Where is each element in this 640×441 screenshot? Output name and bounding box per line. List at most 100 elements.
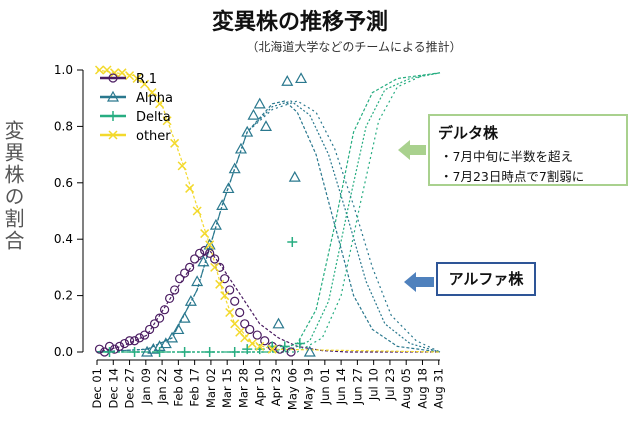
x-tick-label: Aug 31 <box>432 368 446 409</box>
point-r1 <box>260 336 270 346</box>
point-r1 <box>165 293 175 304</box>
x-tick-label: Aug 05 <box>399 368 413 409</box>
x-tick-label: Feb 04 <box>171 368 185 407</box>
x-tick-label: Jan 22 <box>155 368 169 405</box>
point-other <box>225 307 235 318</box>
y-axis-label: 変異株の割合 <box>1 120 25 252</box>
point-r1 <box>175 274 185 284</box>
x-tick-label: Dec 01 <box>90 368 104 409</box>
fit-line-alt2-delta <box>97 72 441 353</box>
x-tick-label: Jul 10 <box>367 368 381 401</box>
point-alpha <box>247 108 260 120</box>
point-r1 <box>210 254 220 264</box>
point-r1 <box>154 313 165 323</box>
point-alpha <box>203 238 216 250</box>
point-delta <box>279 341 290 352</box>
delta-callout-line1: ・7月中旬に半数を超え <box>440 149 573 164</box>
fit-line-r1 <box>96 249 440 353</box>
point-other <box>200 229 210 239</box>
x-tick-label: Mar 28 <box>236 368 250 408</box>
x-tick-label: Feb 17 <box>188 368 202 407</box>
point-r1 <box>286 347 296 357</box>
point-alpha <box>184 295 197 306</box>
point-other <box>255 341 265 351</box>
point-delta <box>287 237 298 248</box>
point-delta <box>242 344 253 355</box>
point-r1 <box>220 274 230 284</box>
point-delta <box>229 347 240 357</box>
y-tick-label: 0.6 <box>54 176 73 190</box>
x-tick-label: Dec 27 <box>123 368 137 409</box>
point-alpha <box>234 142 247 154</box>
x-tick-label: Jun 14 <box>334 368 348 405</box>
x-tick-label: Jun 01 <box>318 368 332 405</box>
point-r1 <box>275 344 285 354</box>
point-r1 <box>185 262 195 272</box>
point-alpha <box>216 199 229 210</box>
point-r1 <box>235 307 245 318</box>
point-alpha <box>295 72 308 84</box>
point-r1 <box>240 319 250 329</box>
point-r1 <box>170 285 180 295</box>
delta-callout-line2: ・7月23日時点で7割弱に <box>440 169 585 184</box>
delta-callout-heading: デルタ株 <box>438 124 499 142</box>
chart-subtitle: （北海道大学などのチームによる推計） <box>246 40 462 54</box>
point-delta <box>179 347 190 357</box>
point-other <box>162 116 172 126</box>
legend-label: Alpha <box>136 91 173 106</box>
point-r1 <box>195 248 205 258</box>
green-arrow-shape <box>398 140 426 160</box>
point-other <box>177 161 187 171</box>
legend-marker <box>106 90 120 102</box>
alpha-callout: アルファ株 <box>436 262 536 296</box>
point-alpha <box>272 317 285 329</box>
point-alpha <box>253 97 266 109</box>
point-other <box>170 138 180 148</box>
chart-title: 変異株の推移予測 <box>211 10 388 35</box>
y-tick-label: 0.4 <box>54 232 73 246</box>
point-other <box>132 73 142 83</box>
y-tick-label: 0.8 <box>54 119 73 133</box>
y-tick-label: 0.2 <box>54 289 73 303</box>
point-delta <box>294 338 305 349</box>
point-other <box>147 88 157 98</box>
point-r1 <box>159 305 170 315</box>
point-other <box>155 99 165 109</box>
point-r1 <box>134 333 145 343</box>
point-other <box>117 68 127 78</box>
point-other <box>267 344 277 354</box>
point-alpha <box>172 323 185 335</box>
point-alpha <box>288 170 301 182</box>
legend-marker <box>108 111 118 121</box>
point-other <box>125 71 135 81</box>
point-other <box>102 65 112 75</box>
legend-label: other <box>136 129 171 144</box>
legend-label: R.1 <box>136 72 157 87</box>
point-r1 <box>139 330 150 340</box>
point-r1 <box>109 344 120 354</box>
point-other <box>220 291 230 301</box>
x-tick-label: Apr 10 <box>253 368 267 406</box>
point-other <box>109 68 120 78</box>
point-other <box>240 333 250 343</box>
point-other <box>192 206 202 216</box>
point-alpha <box>191 275 204 287</box>
y-tick-label: 1.0 <box>54 63 73 77</box>
x-tick-label: May 19 <box>302 368 316 410</box>
point-alpha <box>166 331 179 343</box>
fit-line-delta <box>97 72 441 353</box>
x-tick-label: Aug 18 <box>415 368 429 409</box>
point-r1 <box>252 330 262 340</box>
point-alpha <box>241 125 254 137</box>
fit-line-alt-alpha <box>96 100 441 353</box>
x-tick-label: Dec 14 <box>106 368 120 409</box>
point-alpha <box>259 120 273 131</box>
x-tick-label: Mar 15 <box>220 368 234 408</box>
point-r1 <box>245 324 255 335</box>
legend-marker <box>108 73 118 83</box>
point-r1 <box>230 296 240 306</box>
y-tick-label: 0.0 <box>54 345 73 359</box>
point-alpha <box>281 75 294 86</box>
point-r1 <box>94 344 105 354</box>
